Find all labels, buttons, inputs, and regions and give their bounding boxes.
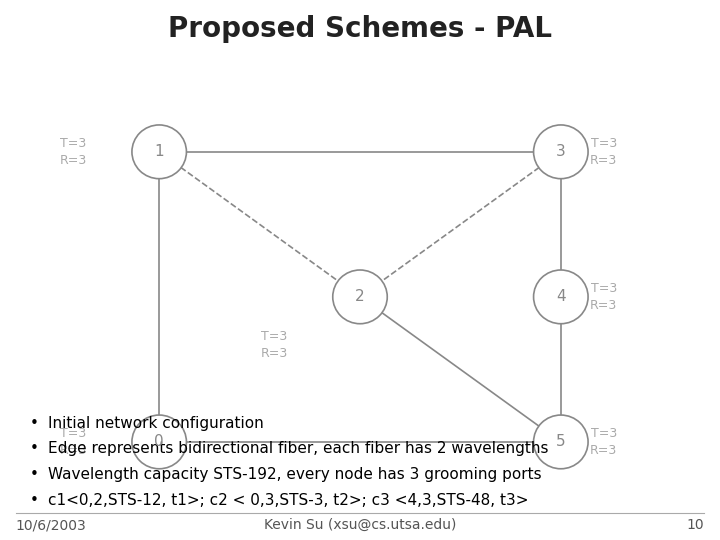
- Ellipse shape: [534, 125, 588, 179]
- Ellipse shape: [132, 415, 186, 469]
- Text: T=3
R=3: T=3 R=3: [60, 137, 86, 167]
- Text: •: •: [30, 493, 39, 508]
- Text: Wavelength capacity STS-192, every node has 3 grooming ports: Wavelength capacity STS-192, every node …: [48, 467, 541, 482]
- Text: 10/6/2003: 10/6/2003: [16, 518, 86, 532]
- Ellipse shape: [534, 270, 588, 323]
- Ellipse shape: [534, 415, 588, 469]
- Ellipse shape: [333, 270, 387, 323]
- Text: Kevin Su (xsu@cs.utsa.edu): Kevin Su (xsu@cs.utsa.edu): [264, 518, 456, 532]
- Ellipse shape: [132, 125, 186, 179]
- Text: T=3
R=3: T=3 R=3: [590, 137, 618, 167]
- Text: T=3
R=3: T=3 R=3: [261, 330, 287, 360]
- Text: 2: 2: [355, 289, 365, 305]
- Text: •: •: [30, 416, 39, 430]
- Text: 4: 4: [556, 289, 566, 305]
- Text: c1<0,2,STS-12, t1>; c2 < 0,3,STS-3, t2>; c3 <4,3,STS-48, t3>: c1<0,2,STS-12, t1>; c2 < 0,3,STS-3, t2>;…: [48, 493, 528, 508]
- Text: T=3
R=3: T=3 R=3: [60, 427, 86, 457]
- Text: Initial network configuration: Initial network configuration: [48, 416, 264, 430]
- Text: 0: 0: [154, 434, 164, 449]
- Text: T=3
R=3: T=3 R=3: [590, 427, 618, 457]
- Text: 5: 5: [556, 434, 566, 449]
- Text: 1: 1: [154, 144, 164, 159]
- Text: Edge represents bidirectional fiber, each fiber has 2 wavelengths: Edge represents bidirectional fiber, eac…: [48, 441, 549, 456]
- Text: 10: 10: [687, 518, 704, 532]
- Text: •: •: [30, 467, 39, 482]
- Text: 3: 3: [556, 144, 566, 159]
- Text: T=3
R=3: T=3 R=3: [590, 282, 618, 312]
- Text: •: •: [30, 441, 39, 456]
- Text: Proposed Schemes - PAL: Proposed Schemes - PAL: [168, 15, 552, 43]
